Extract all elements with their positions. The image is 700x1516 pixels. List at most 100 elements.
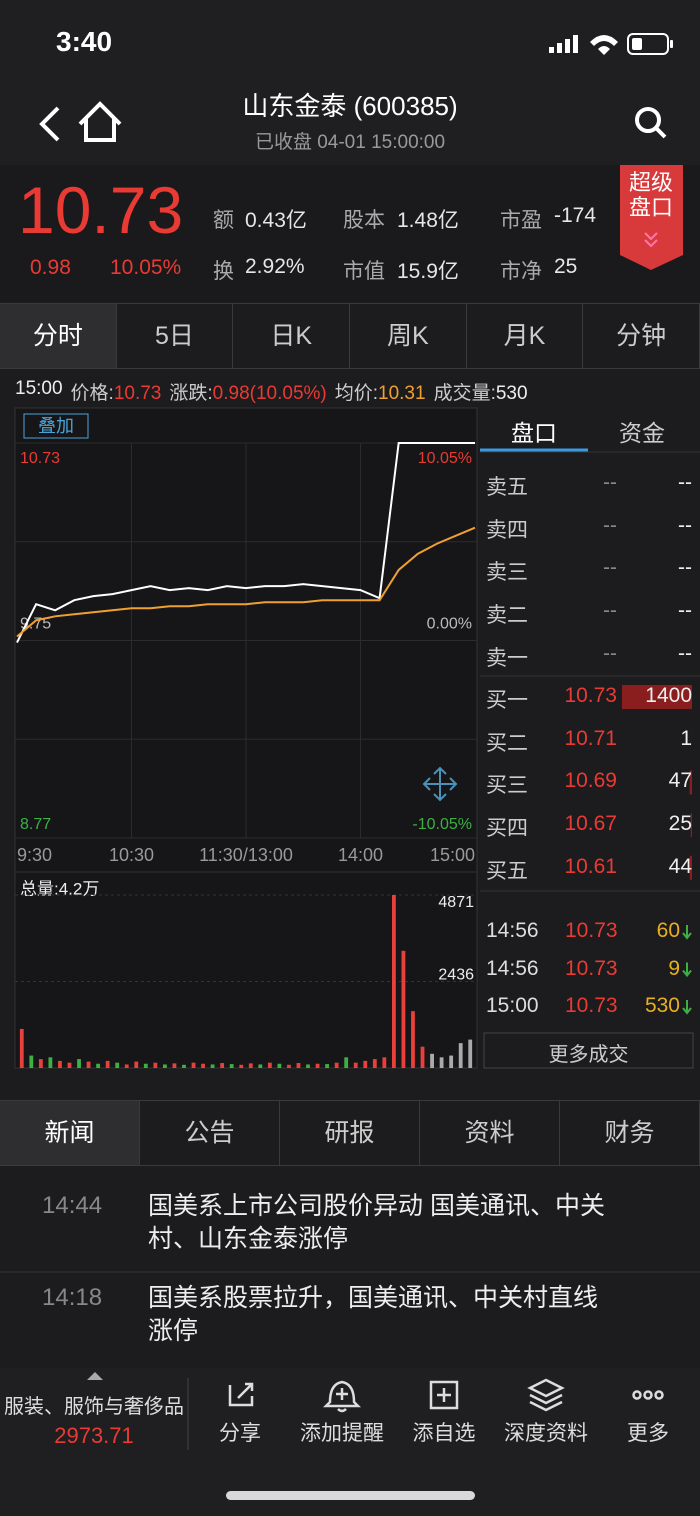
period-tab[interactable]: 日K xyxy=(233,303,350,369)
crosshair-icon[interactable] xyxy=(422,766,458,802)
volume-bar xyxy=(19,1028,24,1068)
action-label[interactable]: 深度资料 xyxy=(504,1422,588,1445)
action-label[interactable]: 更多 xyxy=(627,1422,669,1445)
volume-bar xyxy=(191,1062,196,1068)
news-tab[interactable]: 资料 xyxy=(420,1100,560,1166)
change-pct: 10.05% xyxy=(110,256,182,279)
badge[interactable]: 超级盘口 xyxy=(628,170,673,220)
overlay-button-frame[interactable] xyxy=(23,413,89,439)
badge-bg[interactable] xyxy=(620,165,683,270)
action-label[interactable]: 添加提醒 xyxy=(300,1422,384,1445)
metric-value: 25 xyxy=(554,255,578,278)
metric-label: 市净 xyxy=(500,260,542,283)
volume-bar xyxy=(468,1039,473,1068)
trade-volume: 9 xyxy=(668,956,680,980)
info-item: 价格:10.73 xyxy=(71,378,162,405)
subtitle: 已收盘 04-01 15:00:00 xyxy=(254,132,446,153)
volume-bar xyxy=(201,1063,205,1068)
volume-bar xyxy=(267,1062,272,1068)
info-text: 10.31 xyxy=(378,383,426,404)
title: 山东金泰 (600385) xyxy=(242,91,458,121)
series-line xyxy=(16,442,475,643)
news-tab[interactable]: 公告 xyxy=(140,1100,280,1166)
volume-bar xyxy=(58,1060,62,1068)
book-price: 10.73 xyxy=(564,684,617,707)
down-arrow xyxy=(682,962,692,978)
book-volume: -- xyxy=(678,513,692,537)
change: 0.98 xyxy=(30,256,71,279)
volume-bar xyxy=(458,1043,463,1068)
book-volume: 44 xyxy=(668,854,692,878)
metric-value: -174 xyxy=(554,204,597,227)
book-label: 卖五 xyxy=(486,476,528,499)
x-tick-label: 14:00 xyxy=(338,845,383,865)
book-price: 10.71 xyxy=(564,726,617,750)
info-line: 15:00 价格:10.73 涨跌:0.98(10.05%) 均价:10.31 成交量:… xyxy=(15,378,528,405)
more-trades-frame[interactable] xyxy=(483,1032,694,1069)
book-price: 10.61 xyxy=(564,854,617,878)
y2-tick-label: 10.05% xyxy=(418,450,472,467)
overlay-button[interactable]: 叠加 xyxy=(38,416,74,436)
volume-bar xyxy=(439,1057,444,1068)
down-arrow xyxy=(682,1000,692,1015)
metric-value: 1.48亿 xyxy=(397,209,459,232)
news-tab[interactable]: 财务 xyxy=(560,1100,700,1166)
trade-price: 10.73 xyxy=(565,956,618,980)
home-indicator xyxy=(226,1491,475,1500)
period-tab[interactable]: 周K xyxy=(350,303,467,369)
volume-bar xyxy=(430,1053,434,1068)
action-label[interactable]: 添自选 xyxy=(412,1422,476,1445)
volume-bar xyxy=(622,685,692,709)
y-tick-label: 2436 xyxy=(438,967,474,984)
y-tick-label: 8.77 xyxy=(20,816,51,833)
metric-value: 2.92% xyxy=(245,255,305,278)
info-item: 均价:10.31 xyxy=(335,378,426,405)
volume-bar xyxy=(96,1063,101,1068)
period-tab[interactable]: 月K xyxy=(466,303,584,369)
volume-bar xyxy=(86,1061,91,1068)
trade-price: 10.73 xyxy=(565,919,618,942)
news-tab[interactable]: 新闻 xyxy=(0,1100,140,1166)
info-item: 涨跌:0.98(10.05%) xyxy=(169,378,326,405)
x-tick-label: 11:30/13:00 xyxy=(199,845,293,865)
period-tab[interactable]: 分时 xyxy=(0,303,117,369)
book-tab[interactable]: 资金 xyxy=(619,420,665,446)
sector-value[interactable]: 2973.71 xyxy=(54,1423,134,1448)
book-tab[interactable]: 盘口 xyxy=(511,420,557,446)
more-trades[interactable]: 更多成交 xyxy=(548,1044,629,1066)
header-bg xyxy=(0,0,700,165)
volume-bar xyxy=(277,1063,282,1068)
metric-label: 股本 xyxy=(343,209,385,232)
book-label: 买一 xyxy=(486,689,528,712)
news-headline[interactable]: 国美系股票拉升，国美通讯、中关村直线涨停 xyxy=(148,1284,599,1345)
volume-bar xyxy=(449,1055,454,1068)
back-icon[interactable] xyxy=(39,106,60,142)
home-icon[interactable] xyxy=(78,101,122,142)
volume-bar xyxy=(382,1057,387,1068)
book-volume: 1400 xyxy=(645,684,692,707)
trade-price: 10.73 xyxy=(565,994,618,1017)
news-tab[interactable]: 研报 xyxy=(280,1100,420,1166)
news-headline[interactable]: 国美系上市公司股价异动 国美通讯、中关村、山东金泰涨停 xyxy=(148,1192,605,1253)
volume-bar xyxy=(420,1046,425,1068)
status-icons xyxy=(549,33,673,55)
action-label[interactable]: 分享 xyxy=(219,1422,261,1445)
search-icon[interactable] xyxy=(635,107,667,139)
book-label: 卖一 xyxy=(486,646,528,670)
y2-tick-label: 0.00% xyxy=(427,616,472,633)
action-icons[interactable] xyxy=(228,1378,664,1413)
volume-bar xyxy=(124,1064,129,1068)
period-tab[interactable]: 5日 xyxy=(116,303,234,369)
volume-bar xyxy=(325,1064,330,1068)
trade-time: 14:56 xyxy=(486,919,539,942)
volume-bar xyxy=(29,1055,34,1068)
period-tab[interactable]: 分钟 xyxy=(583,303,700,369)
volume-bar xyxy=(77,1059,81,1068)
book-volume: 1 xyxy=(680,726,692,750)
sector-name[interactable]: 服装、服饰与奢侈品 xyxy=(4,1396,184,1418)
expand-caret[interactable] xyxy=(87,1372,103,1380)
book-label: 买四 xyxy=(486,817,528,841)
y-tick-label: 10.73 xyxy=(20,450,60,467)
info-text: 均价: xyxy=(334,383,379,404)
